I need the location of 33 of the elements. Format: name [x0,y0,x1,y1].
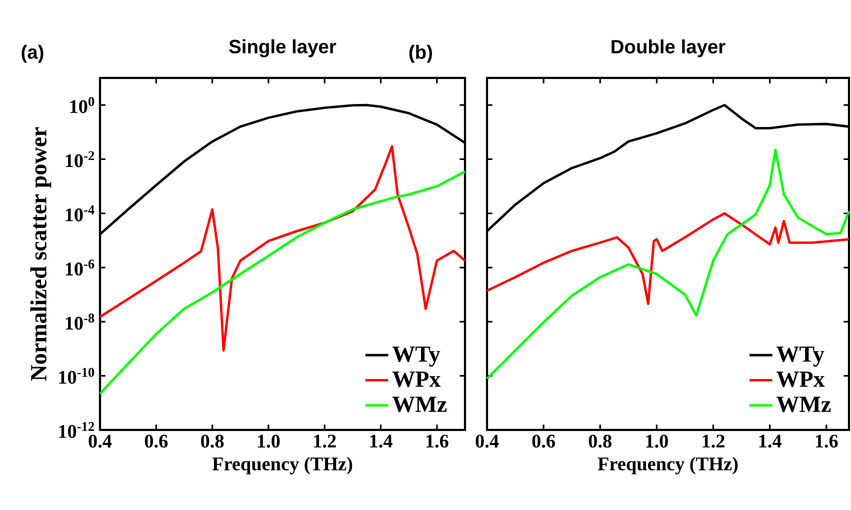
y-tick-label: 10$^{-4}$ [66,205,94,222]
x-tick-label: 1.4 [759,434,782,448]
legend-label: WTy [776,346,824,367]
y-tick-label: 10$^{0}$ [70,97,94,114]
y-tick-label: 10$^{-6}$ [66,260,94,276]
legend-label: WPx [776,372,825,388]
legend-label: WMz [776,396,831,412]
x-tick-label: 1.0 [646,434,668,448]
x-tick-label: 0.8 [201,434,224,448]
x-tick-label: 0.6 [532,434,555,448]
line-series [98,170,466,395]
x-tick-label: 1.4 [370,434,392,448]
x-tick-label: 1.0 [258,434,280,448]
chart-title: Single layer [229,39,336,58]
x-tick-label: 1.6 [426,434,448,448]
legend-label: WTy [392,346,440,367]
x-tick-label: 0.8 [588,434,612,448]
text: (b) [409,44,432,63]
text: (a) [22,44,44,63]
x-tick-label: 1.2 [314,434,336,448]
x-tick-label: 0.4 [476,434,499,448]
chart-title: Double layer [612,39,726,58]
x-tick-label: 1.6 [816,434,838,448]
y-tick-label: 10$^{-2}$ [66,151,94,168]
x-axis-title: Frequency (THz) [598,456,738,474]
x-axis-title: Frequency (THz) [212,456,352,474]
y-tick-label: 10$^{-10}$ [59,368,94,384]
y-axis-title: Normalized scatter power [30,127,52,381]
y-tick-label: 10$^{-8}$ [66,314,94,330]
legend-label: WMz [392,396,447,412]
legend-label: WPx [392,372,441,388]
x-tick-label: 0.6 [144,434,168,448]
x-tick-label: 1.2 [702,434,724,448]
